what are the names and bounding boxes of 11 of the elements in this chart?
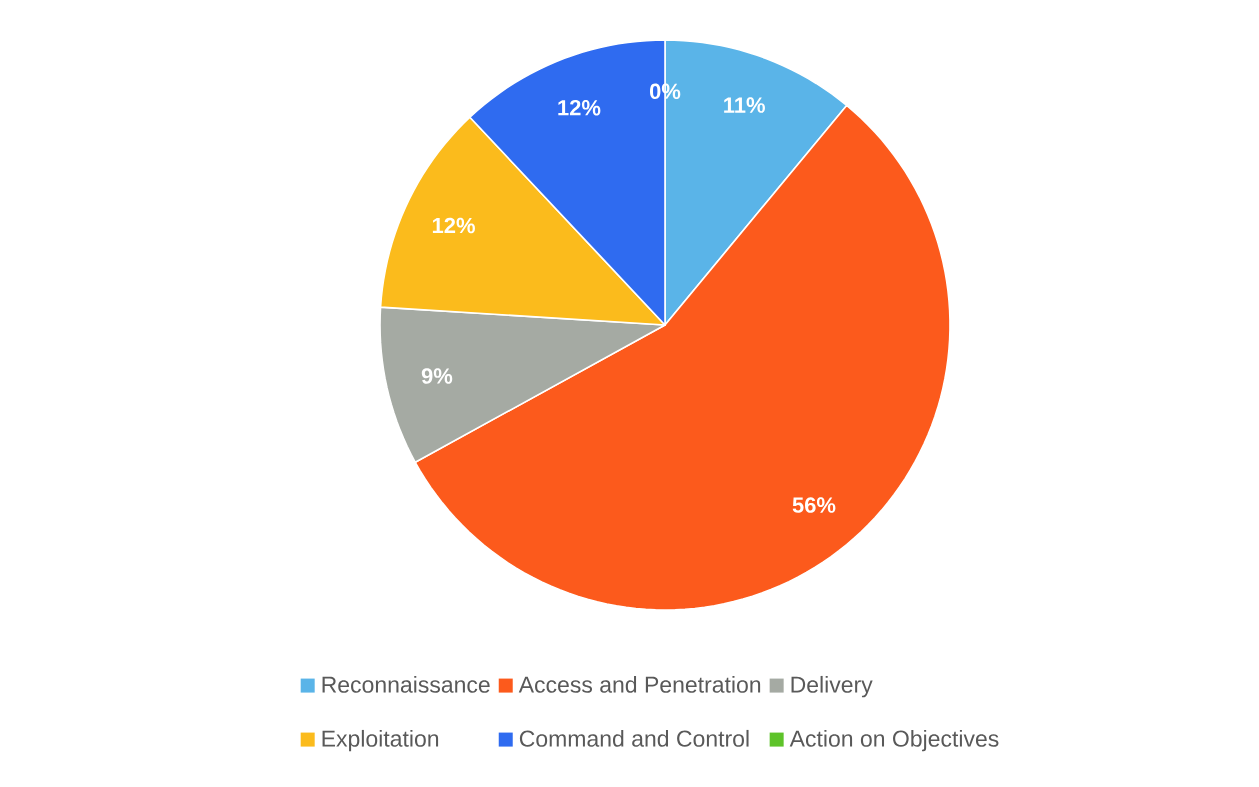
data-label: 12% bbox=[558, 99, 601, 116]
data-label: 56% bbox=[792, 497, 836, 513]
data-label: 9% bbox=[421, 368, 453, 384]
legend-label: Command and Control bbox=[519, 729, 749, 747]
data-label: 12% bbox=[432, 217, 475, 234]
legend-label: Reconnaissance bbox=[322, 675, 490, 693]
legend-label: Delivery bbox=[791, 675, 873, 698]
legend-label: Access and Penetration bbox=[518, 675, 761, 693]
legend-label: Exploitation bbox=[322, 729, 439, 752]
legend-label: Action on Objectives bbox=[789, 729, 999, 752]
data-label: 11% bbox=[724, 97, 765, 113]
